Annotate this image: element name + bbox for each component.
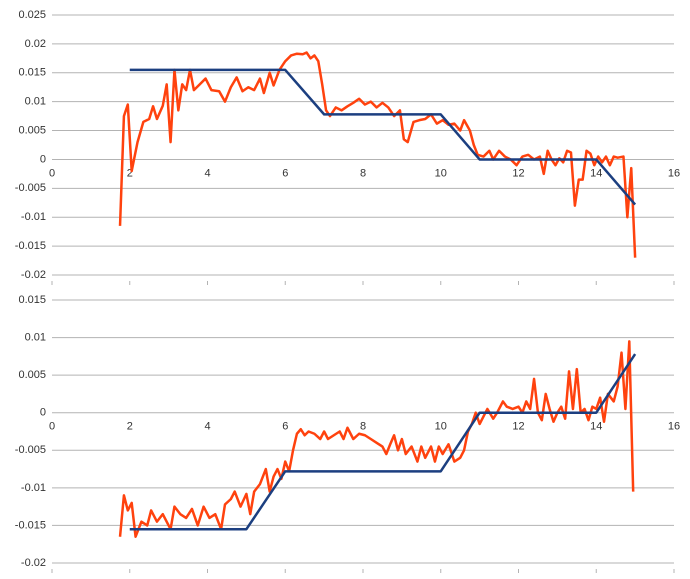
y-tick-label: 0.01 — [25, 96, 46, 108]
x-tick-label: 2 — [127, 421, 133, 433]
x-tick-label: 10 — [435, 421, 447, 433]
y-tick-label: -0.005 — [15, 182, 46, 194]
x-tick-label: 14 — [590, 167, 602, 179]
series-line — [118, 51, 637, 258]
y-tick-label: -0.02 — [21, 269, 46, 281]
y-tick-label: 0.015 — [18, 294, 46, 306]
y-tick-label: 0.005 — [18, 369, 46, 381]
x-tick-label: 6 — [282, 167, 288, 179]
y-tick-label: 0 — [40, 407, 46, 419]
x-tick-label: 0 — [49, 167, 55, 179]
y-tick-label: 0.02 — [25, 38, 46, 50]
y-tick-label: -0.015 — [15, 519, 46, 531]
x-tick-label: 14 — [590, 421, 602, 433]
x-tick-label: 12 — [512, 167, 524, 179]
y-tick-label: -0.02 — [21, 557, 46, 569]
x-tick-label: 8 — [360, 167, 366, 179]
y-tick-label: 0.01 — [25, 331, 46, 343]
y-tick-label: -0.015 — [15, 240, 46, 252]
series-line — [129, 353, 637, 531]
x-tick-label: 4 — [204, 421, 210, 433]
series-line — [118, 340, 635, 538]
y-tick-label: -0.005 — [15, 444, 46, 456]
x-tick-label: 6 — [282, 421, 288, 433]
x-tick-label: 10 — [435, 167, 447, 179]
x-tick-label: 12 — [512, 421, 524, 433]
y-tick-label: -0.01 — [21, 211, 46, 223]
x-tick-label: 0 — [49, 421, 55, 433]
y-tick-label: 0.005 — [18, 124, 46, 136]
y-tick-label: 0.025 — [18, 9, 46, 21]
x-tick-label: 8 — [360, 421, 366, 433]
y-tick-label: 0 — [40, 153, 46, 165]
x-tick-label: 2 — [127, 167, 133, 179]
y-tick-label: 0.015 — [18, 67, 46, 79]
x-tick-label: 16 — [668, 167, 680, 179]
y-tick-label: -0.01 — [21, 482, 46, 494]
x-tick-label: 4 — [204, 167, 210, 179]
series-line — [129, 68, 637, 206]
x-tick-label: 16 — [668, 421, 680, 433]
